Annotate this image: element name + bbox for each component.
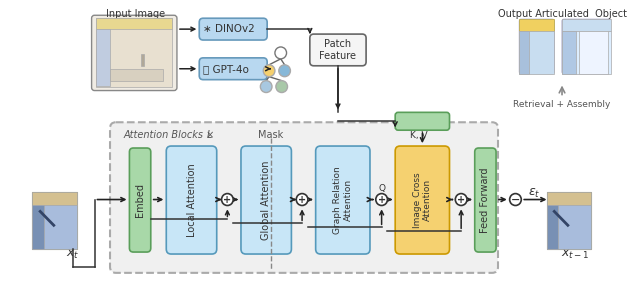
Text: Input Image: Input Image [106,9,165,19]
Text: Q: Q [378,184,385,193]
Text: Attention Blocks ×: Attention Blocks × [124,130,217,140]
Text: Ⓢ GPT-4o: Ⓢ GPT-4o [203,64,249,74]
Bar [547,206,558,249]
Text: Mask: Mask [259,130,284,140]
Text: +: + [378,194,386,205]
FancyBboxPatch shape [310,34,366,66]
Text: Retrieval + Assembly: Retrieval + Assembly [513,100,611,109]
Circle shape [275,47,287,59]
FancyBboxPatch shape [395,112,449,130]
FancyBboxPatch shape [562,19,611,74]
Circle shape [221,194,233,206]
Bar [141,54,144,66]
Bar [562,31,611,74]
Bar [97,18,172,87]
Bar [519,31,554,74]
Bar [547,206,591,249]
Text: −: − [511,194,520,205]
FancyBboxPatch shape [395,146,449,254]
Text: K, V: K, V [410,131,428,140]
Text: Global Attention: Global Attention [261,160,271,240]
Bar [33,206,77,249]
Text: Feed Forward: Feed Forward [481,167,490,233]
Bar [547,192,591,249]
Text: $x_{t-1}$: $x_{t-1}$ [561,248,590,261]
Bar [519,31,529,74]
FancyBboxPatch shape [199,18,267,40]
Text: +: + [457,194,465,205]
FancyBboxPatch shape [316,146,370,254]
Bar [110,69,163,81]
Bar [33,192,77,249]
FancyBboxPatch shape [129,148,151,252]
Bar [547,192,591,206]
Text: Graph Relation
Attention: Graph Relation Attention [333,166,353,234]
Text: $x_t$: $x_t$ [67,248,80,261]
FancyBboxPatch shape [92,15,177,91]
Circle shape [260,81,272,92]
Text: ∗ DINOv2: ∗ DINOv2 [203,24,255,34]
Bar [562,19,611,31]
Text: L: L [207,130,212,140]
Bar [97,29,110,86]
Text: Output Articulated  Object: Output Articulated Object [497,9,627,19]
Text: Patch
Feature: Patch Feature [319,39,356,61]
Circle shape [376,194,387,206]
Circle shape [279,65,291,77]
Text: Embed: Embed [135,183,145,217]
Circle shape [455,194,467,206]
Text: Embed: Embed [405,116,439,126]
Bar [33,192,77,206]
FancyBboxPatch shape [199,58,267,80]
Bar [519,19,554,31]
FancyBboxPatch shape [519,19,554,74]
Text: $\epsilon_t$: $\epsilon_t$ [528,187,541,200]
Bar [97,18,172,29]
Bar [579,31,607,74]
Circle shape [509,194,522,206]
Text: +: + [223,194,232,205]
Circle shape [263,65,275,77]
Text: +: + [298,194,306,205]
Bar [33,206,44,249]
Text: Image Cross
Attention: Image Cross Attention [413,172,432,228]
Circle shape [296,194,308,206]
FancyBboxPatch shape [110,122,498,273]
Bar [562,31,575,74]
FancyBboxPatch shape [475,148,496,252]
FancyBboxPatch shape [166,146,217,254]
FancyBboxPatch shape [241,146,291,254]
Circle shape [276,81,287,92]
Text: Local Attention: Local Attention [186,163,196,237]
